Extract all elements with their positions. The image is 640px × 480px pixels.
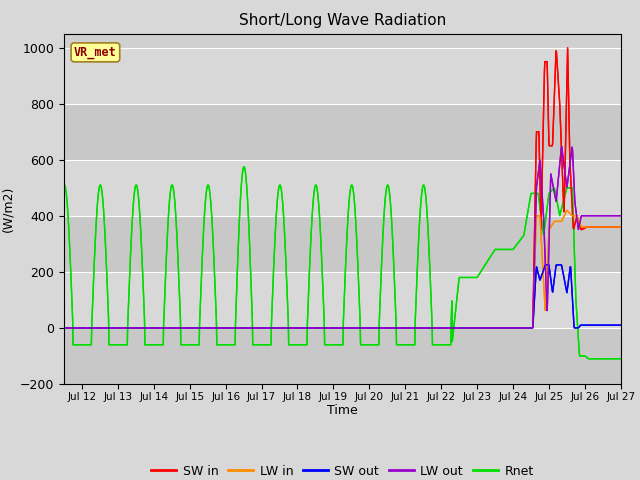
SW in	[554, 60, 561, 66]
LW out	[132, 325, 140, 331]
LW in	[469, 325, 477, 331]
LW out	[554, 189, 561, 194]
Line: SW in: SW in	[46, 48, 621, 328]
SW out	[42, 325, 50, 331]
Rnet	[617, 356, 625, 361]
Bar	[64, 104, 621, 160]
Rnet	[240, 164, 248, 170]
SW out	[319, 325, 326, 331]
LW in	[308, 325, 316, 331]
Line: SW out: SW out	[46, 265, 621, 328]
SW in	[308, 325, 316, 331]
Line: LW out: LW out	[46, 146, 621, 328]
LW out	[308, 325, 316, 331]
SW out	[541, 262, 549, 268]
SW out	[554, 262, 561, 268]
SW in	[42, 325, 50, 331]
LW in	[319, 325, 326, 331]
SW out	[132, 325, 140, 331]
Y-axis label: (W/m2): (W/m2)	[1, 186, 14, 232]
LW in	[610, 224, 618, 230]
Rnet	[308, 217, 316, 223]
Bar	[64, 272, 621, 328]
Legend: SW in, LW in, SW out, LW out, Rnet: SW in, LW in, SW out, LW out, Rnet	[147, 460, 538, 480]
X-axis label: Time: Time	[327, 405, 358, 418]
SW in	[132, 325, 140, 331]
LW out	[319, 325, 326, 331]
Line: LW in: LW in	[46, 210, 621, 328]
Rnet	[132, 182, 140, 188]
LW out	[42, 325, 50, 331]
Rnet	[42, 342, 50, 348]
LW in	[563, 207, 571, 213]
SW in	[610, 224, 618, 230]
Line: Rnet: Rnet	[46, 167, 621, 359]
LW in	[132, 325, 140, 331]
Rnet	[469, 275, 477, 280]
LW out	[610, 213, 618, 219]
Bar	[64, 216, 621, 272]
Bar	[64, 160, 621, 216]
SW in	[617, 224, 625, 230]
LW out	[558, 144, 566, 149]
SW out	[617, 322, 625, 328]
Rnet	[319, 282, 326, 288]
SW in	[319, 325, 326, 331]
LW out	[469, 325, 477, 331]
Title: Short/Long Wave Radiation: Short/Long Wave Radiation	[239, 13, 446, 28]
LW out	[617, 213, 625, 219]
SW in	[564, 45, 572, 51]
LW in	[42, 325, 50, 331]
Rnet	[610, 356, 618, 361]
Rnet	[585, 356, 593, 361]
SW out	[308, 325, 316, 331]
Bar	[64, 48, 621, 104]
LW in	[617, 224, 625, 230]
SW out	[610, 322, 618, 328]
LW in	[554, 218, 561, 224]
Bar	[64, 328, 621, 384]
Text: VR_met: VR_met	[74, 46, 116, 59]
SW out	[469, 325, 477, 331]
Rnet	[554, 202, 561, 207]
SW in	[469, 325, 477, 331]
